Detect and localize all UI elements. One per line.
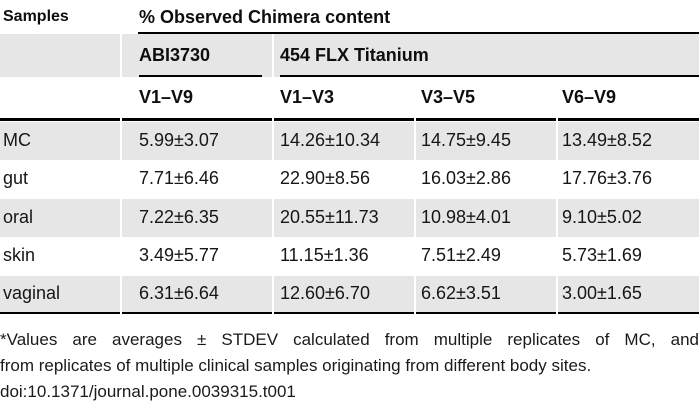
data-cell: 11.15±1.36 — [274, 236, 414, 275]
data-cell: 22.90±8.56 — [274, 159, 414, 198]
data-cell: 3.49±5.77 — [122, 236, 272, 275]
data-cell: 14.75±9.45 — [416, 121, 556, 160]
row-label: vaginal — [0, 275, 120, 314]
footnote-line-2: from replicates of multiple clinical sam… — [0, 355, 592, 375]
row-label: MC — [0, 121, 120, 160]
table-row-skin: skin 3.49±5.77 11.15±1.36 7.51±2.49 5.73… — [0, 236, 699, 275]
table-title: % Observed Chimera content — [122, 0, 699, 34]
row-label: skin — [0, 236, 120, 275]
header-row-regions: V1–V9 V1–V3 V3–V5 V6–V9 — [0, 77, 699, 121]
data-cell: 5.99±3.07 — [122, 121, 272, 160]
table-row-mc: MC 5.99±3.07 14.26±10.34 14.75±9.45 13.4… — [0, 121, 699, 160]
data-cell: 5.73±1.69 — [558, 236, 699, 275]
table-row-gut: gut 7.71±6.46 22.90±8.56 16.03±2.86 17.7… — [0, 159, 699, 198]
data-cell: 17.76±3.76 — [558, 159, 699, 198]
col-header-v1-v9: V1–V9 — [122, 77, 272, 121]
group-header-454-flx-titanium: 454 FLX Titanium — [274, 34, 699, 77]
table-row-vaginal: vaginal 6.31±6.64 12.60±6.70 6.62±3.51 3… — [0, 275, 699, 314]
data-cell: 7.71±6.46 — [122, 159, 272, 198]
empty-corner-cell — [0, 77, 120, 121]
footnote-line-1: *Values are averages ± STDEV calculated … — [0, 329, 699, 349]
group-header-abi3730: ABI3730 — [122, 34, 272, 77]
data-cell: 3.00±1.65 — [558, 275, 699, 314]
doi-reference: doi:10.1371/journal.pone.0039315.t001 — [0, 381, 296, 401]
data-cell: 14.26±10.34 — [274, 121, 414, 160]
data-cell: 13.49±8.52 — [558, 121, 699, 160]
col-header-v6-v9: V6–V9 — [558, 77, 699, 121]
row-label: gut — [0, 159, 120, 198]
header-row-platforms: ABI3730 454 FLX Titanium — [0, 34, 699, 77]
header-row-title: Samples % Observed Chimera content — [0, 0, 699, 34]
data-cell: 12.60±6.70 — [274, 275, 414, 314]
data-cell: 6.62±3.51 — [416, 275, 556, 314]
data-cell: 9.10±5.02 — [558, 198, 699, 237]
col-header-v1-v3: V1–V3 — [274, 77, 414, 121]
samples-column-header: Samples — [3, 8, 69, 25]
empty-corner-cell — [0, 34, 120, 77]
row-label: oral — [0, 198, 120, 237]
data-cell: 16.03±2.86 — [416, 159, 556, 198]
data-cell: 7.22±6.35 — [122, 198, 272, 237]
data-cell: 6.31±6.64 — [122, 275, 272, 314]
table-row-oral: oral 7.22±6.35 20.55±11.73 10.98±4.01 9.… — [0, 198, 699, 237]
col-header-v3-v5: V3–V5 — [416, 77, 556, 121]
data-cell: 10.98±4.01 — [416, 198, 556, 237]
table-footnote: *Values are averages ± STDEV calculated … — [0, 327, 699, 405]
chimera-content-table: Samples % Observed Chimera content ABI37… — [0, 0, 699, 314]
data-cell: 7.51±2.49 — [416, 236, 556, 275]
data-cell: 20.55±11.73 — [274, 198, 414, 237]
